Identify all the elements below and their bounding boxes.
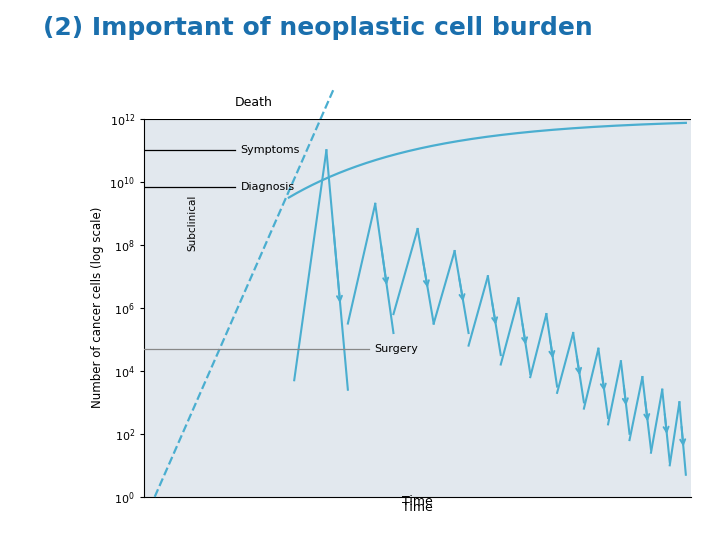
Text: Death: Death [235, 96, 273, 110]
Text: (2) Important of neoplastic cell burden: (2) Important of neoplastic cell burden [43, 16, 593, 40]
Y-axis label: Number of cancer cells (log scale): Number of cancer cells (log scale) [91, 207, 104, 408]
Text: Surgery: Surgery [374, 344, 418, 354]
Text: Subclinical: Subclinical [187, 194, 197, 251]
Text: Time: Time [402, 495, 433, 508]
X-axis label: Time: Time [402, 501, 433, 514]
Text: Diagnosis: Diagnosis [240, 181, 294, 192]
Text: Symptoms: Symptoms [240, 145, 300, 156]
